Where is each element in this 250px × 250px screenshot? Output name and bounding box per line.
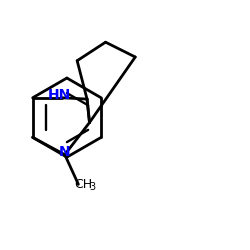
Text: N: N <box>59 145 70 159</box>
Text: HN: HN <box>48 88 71 102</box>
Text: 3: 3 <box>89 182 95 192</box>
Text: CH: CH <box>74 178 92 191</box>
